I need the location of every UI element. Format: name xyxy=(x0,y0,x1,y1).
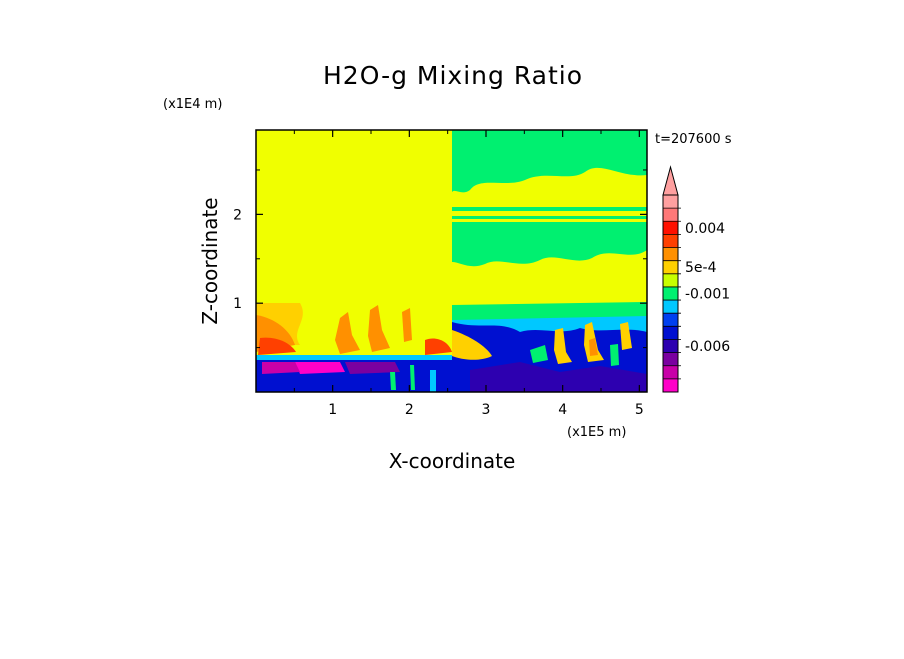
moist-core xyxy=(589,338,598,356)
x-axis-ticks: 1 2 3 4 5 xyxy=(293,130,644,418)
moist-plume xyxy=(554,328,572,364)
colorbar-label: -0.006 xyxy=(685,339,730,355)
colorbar-segment xyxy=(663,313,678,327)
humid-streak xyxy=(548,148,556,174)
x-tick-label: 2 xyxy=(405,402,414,418)
x-axis-title: X-coordinate xyxy=(389,449,516,473)
colorbar-segment xyxy=(663,195,678,209)
x-tick-label: 5 xyxy=(635,402,644,418)
moist-core xyxy=(425,338,452,355)
dry-deep xyxy=(470,362,647,392)
colorbar-segment xyxy=(663,300,678,314)
humid-fleck xyxy=(530,345,548,363)
colorbar-label: 0.004 xyxy=(685,221,725,237)
x-axis-unit: (x1E5 m) xyxy=(567,425,626,440)
cyan-boundary xyxy=(256,355,452,360)
left-lower-region xyxy=(256,303,452,392)
humid-fleck xyxy=(610,344,619,366)
colorbar-segment xyxy=(663,339,678,353)
chart-title: H2O-g Mixing Ratio xyxy=(323,61,583,90)
plot-area xyxy=(256,130,647,392)
moist-plume xyxy=(620,322,632,350)
moist-plume xyxy=(335,312,360,354)
humid-patch xyxy=(452,222,647,267)
colorbar-frame xyxy=(662,194,679,393)
x-tick-label: 4 xyxy=(558,402,567,418)
y-axis-title: Z-coordinate xyxy=(198,197,222,324)
colorbar: 0.004 5e-4 -0.001 -0.006 xyxy=(662,165,730,393)
humid-fleck xyxy=(410,365,415,390)
humid-streak xyxy=(470,150,480,180)
colorbar-extend-arrow xyxy=(662,165,679,196)
x-tick-label: 1 xyxy=(328,402,337,418)
y-tick-label: 2 xyxy=(233,207,242,223)
colorbar-label: 5e-4 xyxy=(685,260,717,276)
colorbar-segment xyxy=(663,286,678,301)
moist-plume xyxy=(368,305,390,352)
humid-streak xyxy=(600,136,640,168)
colorbar-segment xyxy=(663,221,678,235)
colorbar-label: -0.001 xyxy=(685,287,730,303)
humid-stripe xyxy=(452,207,647,211)
colorbar-segment xyxy=(663,208,678,222)
colorbar-segment xyxy=(663,247,678,261)
colorbar-segment xyxy=(663,352,678,366)
colorbar-segment xyxy=(663,365,678,379)
moist-plume xyxy=(402,308,412,342)
colorbar-segment xyxy=(663,378,678,392)
x-tick-label: 3 xyxy=(482,402,491,418)
colorbar-segment xyxy=(663,260,678,274)
colorbar-segment xyxy=(663,326,678,340)
colorbar-segment xyxy=(663,234,678,248)
time-label: t=207600 s xyxy=(655,132,732,147)
right-upper-region xyxy=(452,130,647,392)
plot-frame xyxy=(255,129,648,393)
y-tick-label: 1 xyxy=(233,296,242,312)
very-dry-patch xyxy=(262,362,300,374)
humid-stripe xyxy=(452,216,647,219)
cyan-fleck xyxy=(430,370,436,392)
humid-fleck xyxy=(390,372,396,390)
moist-plume xyxy=(452,330,492,360)
y-axis-unit: (x1E4 m) xyxy=(163,97,222,112)
humid-streak xyxy=(515,145,524,176)
colorbar-segment xyxy=(663,273,678,287)
very-dry-patch xyxy=(295,362,345,374)
y-axis-ticks: 12 xyxy=(233,169,647,349)
purple-patch xyxy=(345,362,400,374)
moist-core xyxy=(258,337,296,355)
